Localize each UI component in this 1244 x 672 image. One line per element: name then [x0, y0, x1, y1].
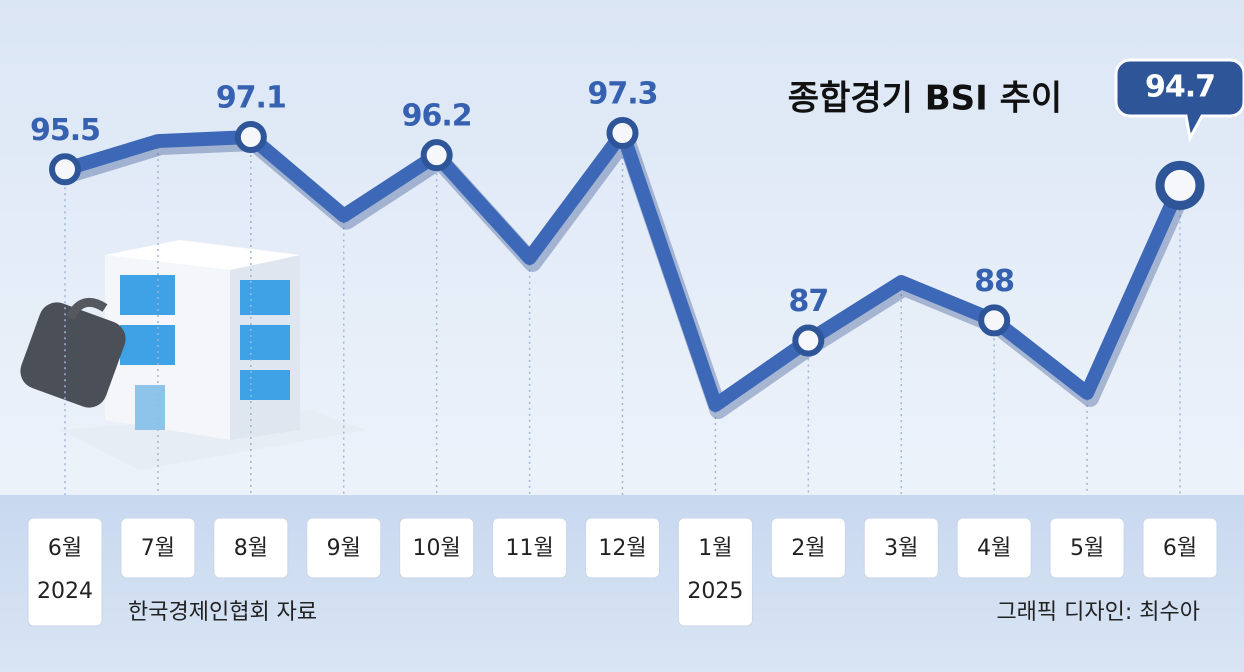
- x-tick-label: 4월: [977, 536, 1011, 561]
- category-box: [399, 517, 475, 579]
- value-label: 87: [788, 284, 828, 319]
- x-tick-label: 2월: [791, 536, 825, 561]
- value-label: 97.3: [587, 77, 657, 112]
- value-label: 96.2: [402, 99, 472, 134]
- x-tick-label: 6월: [1163, 536, 1197, 561]
- x-tick-label: 12월: [598, 536, 646, 561]
- category-box: [27, 517, 103, 627]
- data-point: [420, 139, 453, 172]
- category-box: [956, 517, 1032, 579]
- x-tick-label: 9월: [327, 536, 361, 561]
- value-label: 97.1: [216, 81, 286, 116]
- value-label: 95.5: [30, 113, 100, 148]
- x-tick-label: 7월: [141, 536, 175, 561]
- label-bubble: [1114, 58, 1244, 143]
- category-box: [1049, 517, 1125, 579]
- category-box: [677, 517, 753, 627]
- data-point: [234, 121, 267, 154]
- x-tick-label: 5월: [1070, 536, 1104, 561]
- year-label: 2024: [37, 579, 93, 604]
- value-label: 88: [974, 264, 1014, 299]
- x-tick-label: 1월: [698, 536, 732, 561]
- x-tick-label: 3월: [884, 536, 918, 561]
- value-label: 94.7: [1145, 70, 1215, 105]
- data-point: [1155, 160, 1205, 210]
- category-box: [585, 517, 660, 579]
- source-note: 한국경제인협회 자료: [128, 600, 317, 625]
- x-tick-label: 8월: [234, 536, 268, 561]
- data-point: [606, 117, 639, 149]
- x-tick-label: 10월: [413, 536, 461, 561]
- data-point: [978, 304, 1011, 337]
- credit-note: 그래픽 디자인: 최수아: [996, 600, 1200, 625]
- category-box: [120, 517, 196, 579]
- data-point: [49, 153, 81, 186]
- category-box: [1142, 517, 1218, 579]
- category-box: [306, 517, 382, 579]
- x-tick-label: 6월: [48, 536, 82, 561]
- category-box: [770, 517, 846, 579]
- chart-title: 종합경기 BSI 추이: [788, 79, 1062, 119]
- data-point: [792, 324, 825, 357]
- building-illustration: [20, 240, 365, 470]
- x-tick-label: 11월: [505, 536, 553, 561]
- year-label: 2025: [687, 579, 743, 604]
- category-box: [863, 517, 939, 579]
- category-box: [213, 517, 289, 579]
- category-box: [492, 517, 568, 579]
